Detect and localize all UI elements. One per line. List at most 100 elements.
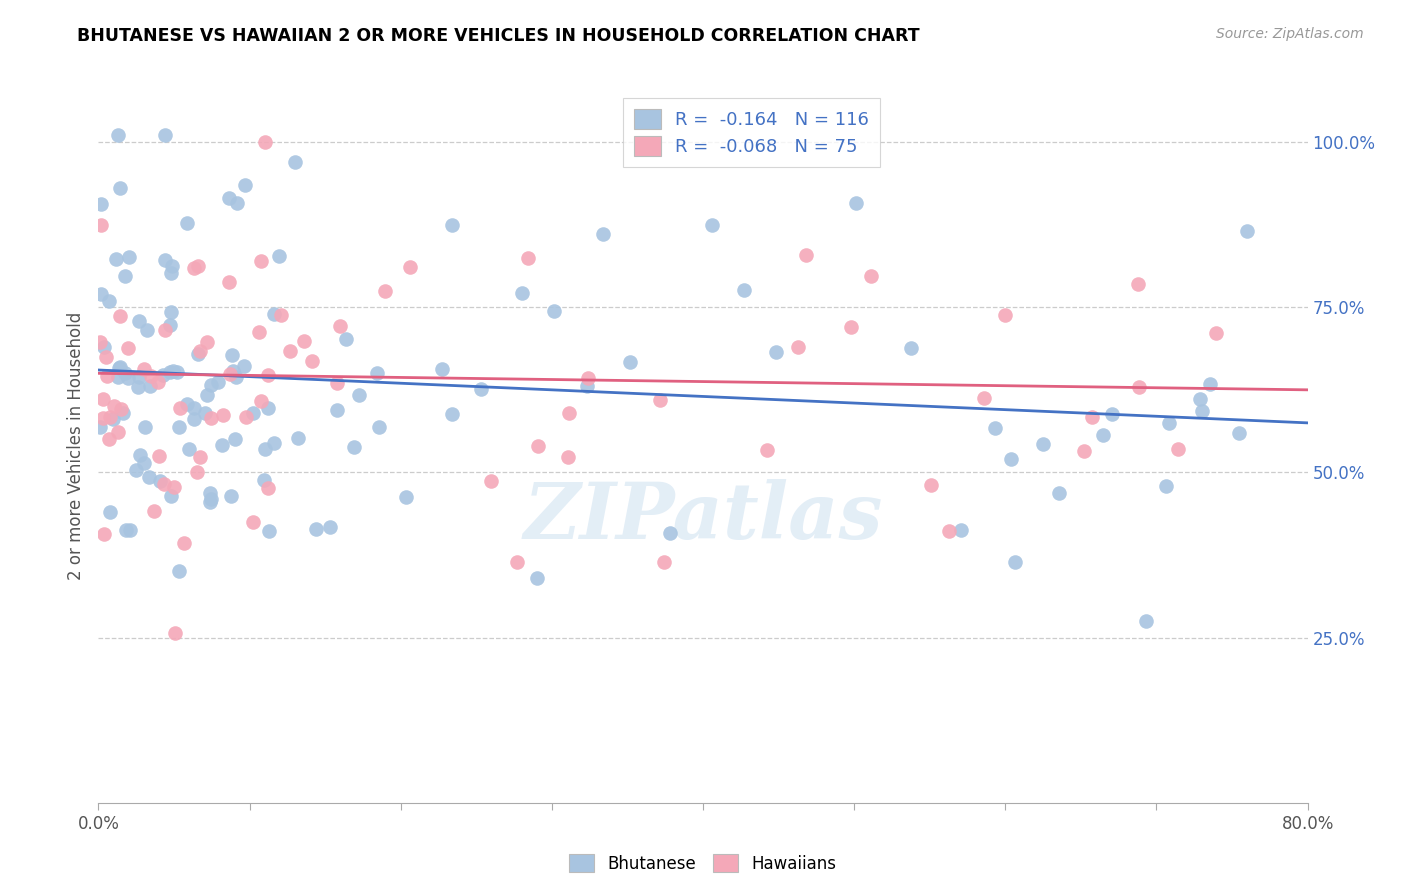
- Point: [177, 442, 200, 456]
- Point: [98, 505, 121, 519]
- Point: [1154, 479, 1177, 493]
- Point: [224, 433, 246, 447]
- Point: [114, 523, 136, 537]
- Point: [152, 368, 174, 382]
- Point: [859, 268, 882, 283]
- Point: [374, 284, 396, 298]
- Point: [134, 419, 156, 434]
- Point: [194, 406, 217, 420]
- Point: [135, 323, 157, 337]
- Point: [163, 480, 186, 494]
- Point: [117, 341, 139, 355]
- Text: Source: ZipAtlas.com: Source: ZipAtlas.com: [1216, 27, 1364, 41]
- Point: [994, 308, 1017, 322]
- Point: [107, 128, 129, 143]
- Point: [195, 335, 218, 350]
- Point: [516, 251, 538, 265]
- Point: [94, 350, 117, 364]
- Y-axis label: 2 or more Vehicles in Household: 2 or more Vehicles in Household: [66, 312, 84, 580]
- Point: [1135, 614, 1157, 628]
- Point: [89, 335, 111, 350]
- Point: [1236, 224, 1258, 238]
- Point: [1229, 425, 1251, 440]
- Point: [98, 293, 121, 308]
- Point: [153, 476, 176, 491]
- Point: [221, 348, 243, 362]
- Point: [510, 286, 533, 301]
- Legend: R =  -0.164   N = 116, R =  -0.068   N = 75: R = -0.164 N = 116, R = -0.068 N = 75: [623, 98, 880, 167]
- Point: [787, 339, 810, 353]
- Point: [120, 523, 142, 537]
- Point: [149, 475, 172, 489]
- Point: [132, 362, 155, 376]
- Point: [127, 380, 149, 394]
- Point: [900, 342, 922, 356]
- Point: [90, 218, 112, 232]
- Point: [526, 439, 548, 453]
- Point: [233, 359, 256, 373]
- Point: [1000, 451, 1022, 466]
- Point: [146, 375, 169, 389]
- Point: [470, 382, 492, 396]
- Point: [1073, 444, 1095, 458]
- Point: [1199, 377, 1222, 392]
- Point: [263, 307, 285, 321]
- Point: [920, 477, 942, 491]
- Point: [576, 371, 599, 385]
- Point: [167, 420, 190, 434]
- Point: [153, 323, 176, 337]
- Point: [110, 181, 132, 195]
- Point: [343, 440, 366, 454]
- Point: [166, 366, 188, 380]
- Point: [399, 260, 422, 274]
- Point: [101, 411, 124, 425]
- Point: [218, 191, 240, 205]
- Point: [159, 318, 181, 333]
- Point: [107, 370, 129, 384]
- Point: [233, 178, 256, 193]
- Point: [129, 448, 152, 462]
- Point: [432, 362, 454, 376]
- Text: ZIPatlas: ZIPatlas: [523, 479, 883, 556]
- Point: [1126, 277, 1149, 292]
- Point: [155, 253, 177, 268]
- Point: [93, 340, 115, 354]
- Point: [326, 403, 349, 417]
- Point: [90, 197, 112, 211]
- Point: [1157, 416, 1180, 430]
- Point: [108, 309, 131, 323]
- Point: [187, 259, 209, 273]
- Point: [167, 564, 190, 578]
- Point: [652, 555, 675, 569]
- Point: [198, 495, 221, 509]
- Point: [134, 457, 156, 471]
- Point: [91, 392, 114, 406]
- Point: [247, 325, 270, 339]
- Point: [1101, 408, 1123, 422]
- Point: [138, 470, 160, 484]
- Point: [93, 526, 115, 541]
- Point: [1128, 380, 1150, 394]
- Point: [188, 343, 211, 358]
- Point: [619, 354, 641, 368]
- Point: [89, 419, 111, 434]
- Point: [253, 442, 276, 457]
- Point: [159, 366, 181, 380]
- Point: [183, 260, 205, 275]
- Point: [165, 626, 187, 640]
- Point: [183, 401, 205, 415]
- Point: [128, 314, 150, 328]
- Point: [222, 364, 245, 378]
- Point: [187, 346, 209, 360]
- Point: [1091, 428, 1114, 442]
- Point: [188, 450, 211, 465]
- Point: [103, 399, 125, 413]
- Point: [1081, 410, 1104, 425]
- Point: [253, 473, 276, 487]
- Point: [1004, 555, 1026, 569]
- Point: [648, 393, 671, 408]
- Point: [225, 195, 247, 210]
- Point: [845, 196, 868, 211]
- Point: [108, 359, 131, 374]
- Point: [107, 425, 129, 439]
